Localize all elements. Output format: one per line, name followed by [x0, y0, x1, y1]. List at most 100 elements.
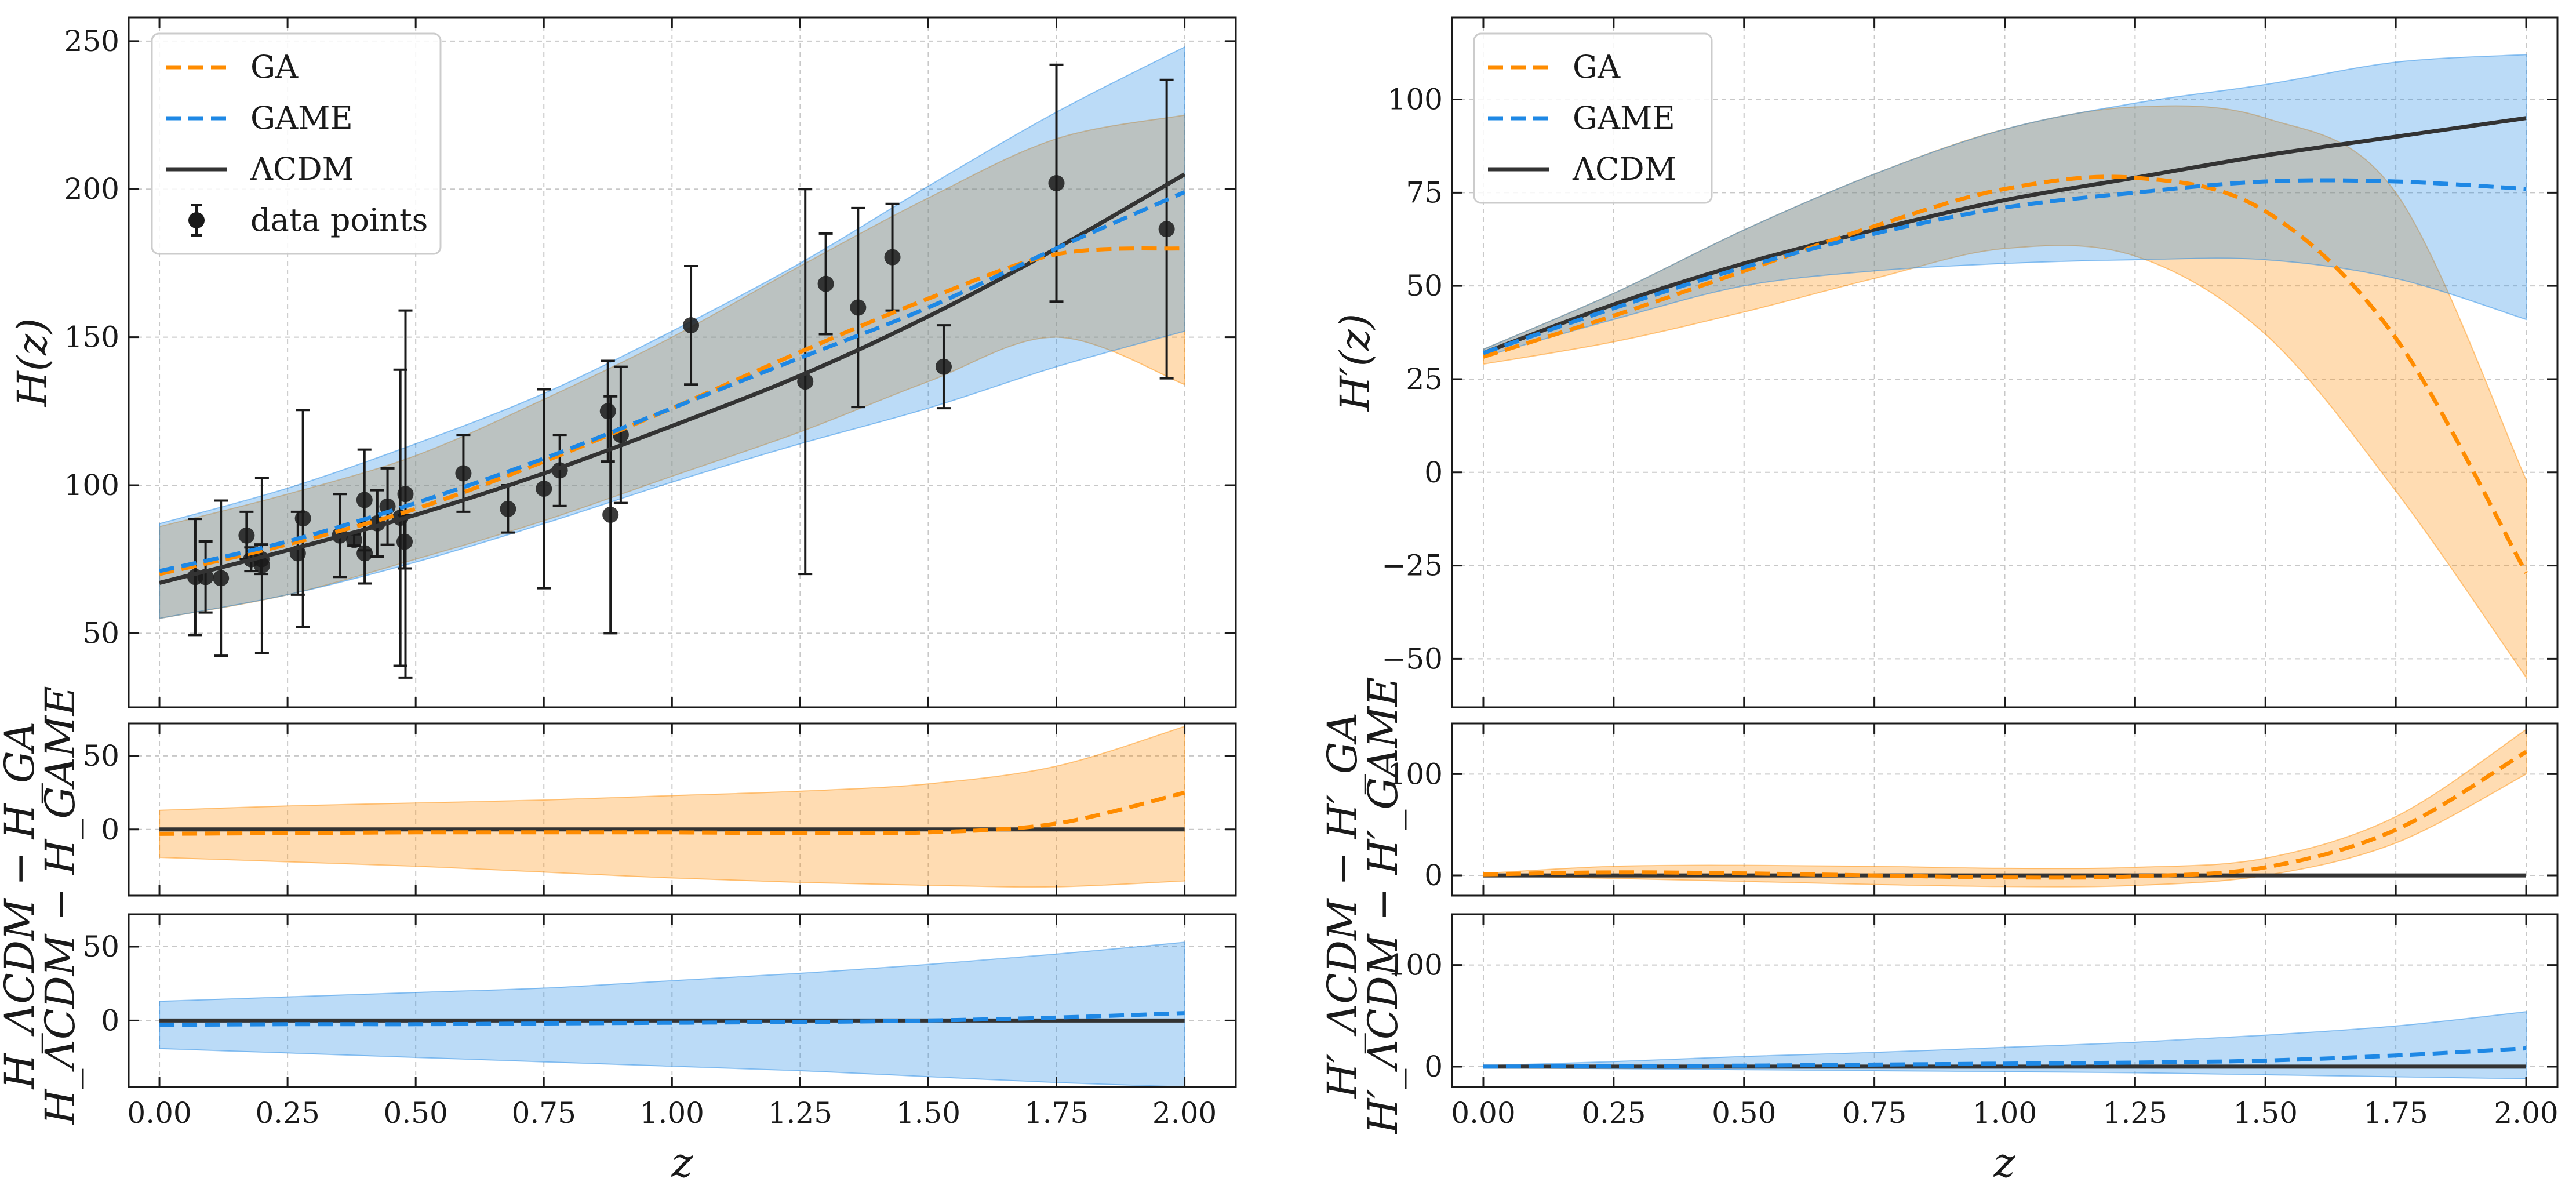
- line-ga: [159, 790, 1185, 836]
- y-tick-label: 50: [82, 616, 119, 650]
- legend-right: GA GAME ΛCDM: [1473, 32, 1713, 204]
- legend-label-data: data points: [250, 202, 428, 238]
- legend-box: [1473, 32, 1713, 204]
- y-tick-label: 25: [1406, 362, 1443, 396]
- legend-label-lcdm: ΛCDM: [250, 151, 354, 187]
- y-axis-label: H(z): [9, 318, 56, 408]
- y-tick-label: 100: [1388, 948, 1443, 982]
- data-point: [1048, 175, 1065, 192]
- data-point: [884, 249, 901, 266]
- data-point: [346, 532, 363, 548]
- legend-box: [151, 32, 442, 255]
- y-tick-label: 0: [1424, 859, 1443, 892]
- plot-area: [159, 46, 1186, 679]
- data-point: [455, 465, 472, 482]
- y-tick-label: 100: [1388, 757, 1443, 791]
- x-tick-label: 0.75: [1842, 1096, 1906, 1130]
- legend-label-ga: GA: [250, 49, 299, 85]
- legend-label-game: GAME: [250, 100, 353, 136]
- ticks: 50 100 150 200 250: [64, 17, 1236, 707]
- data-point: [253, 557, 270, 574]
- data-point: [935, 358, 952, 375]
- x-tick-label: 1.75: [2363, 1096, 2428, 1130]
- data-point: [683, 317, 700, 334]
- y-tick-label: 50: [1406, 269, 1443, 303]
- band-ga: [159, 725, 1185, 888]
- line-ga: [1483, 750, 2527, 880]
- legend-label-game: GAME: [1573, 100, 1675, 136]
- data-point: [797, 373, 814, 390]
- y-tick-label: 200: [64, 172, 119, 206]
- y-tick-label: 75: [1406, 176, 1443, 209]
- line-lcdm: [1482, 116, 2527, 355]
- data-point: [500, 500, 516, 517]
- legend-swatch-data: [188, 212, 205, 228]
- plot-area: [159, 725, 1185, 888]
- legend-left: GA GAME ΛCDM data points: [151, 32, 442, 255]
- data-point: [397, 486, 414, 503]
- y-tick-label: 0: [1424, 1050, 1443, 1083]
- line-ga: [159, 246, 1185, 576]
- data-point: [850, 299, 867, 316]
- panel-H-diff-game: 0.00 0.25 0.50 0.75 1.00 1.25 1.50 1.75 2.00 0 50H…: [37, 686, 1237, 1130]
- data-point: [1158, 221, 1175, 238]
- band-ga: [1483, 105, 2527, 679]
- x-tick-label: 1.00: [1973, 1096, 2037, 1130]
- x-tick-label: 1.00: [640, 1096, 704, 1130]
- data-point: [817, 275, 834, 292]
- panel-frame: [128, 722, 1237, 897]
- panel-Hp-diff-game: 0.00 0.25 0.50 0.75 1.00 1.25 1.50 1.75 2.00 0 100…: [1359, 677, 2559, 1134]
- x-tick-label: 0.00: [127, 1096, 191, 1130]
- data-point: [356, 545, 373, 562]
- x-tick-label: 0.25: [255, 1096, 319, 1130]
- x-tick-label: 1.50: [896, 1096, 960, 1130]
- y-tick-label: 0: [101, 1003, 119, 1037]
- line-lcdm: [159, 172, 1186, 585]
- ticks: 0.00 0.25 0.50 0.75 1.00 1.25 1.50 1.75 2.00 0 50: [82, 914, 1236, 1130]
- y-axis-label: H′_ΛCDM − H′_GAME: [1359, 677, 1407, 1134]
- line-game: [1482, 178, 2527, 355]
- ticks: 0.00 0.25 0.50 0.75 1.00 1.25 1.50 1.75 2.00 0 100: [1388, 914, 2559, 1130]
- panel-frame: [128, 16, 1237, 708]
- ticks: 0 50: [82, 723, 1236, 896]
- x-tick-label: 0.25: [1581, 1096, 1646, 1130]
- panel-Hp-diff-ga: 0 100 H′_ΛCDM − H′_GA: [1319, 712, 2559, 1099]
- panel-frame: [128, 913, 1237, 1088]
- data-point: [356, 492, 373, 508]
- y-tick-label: 150: [64, 321, 119, 354]
- y-tick-label: 50: [82, 739, 119, 773]
- data-point: [602, 507, 619, 523]
- ticks: −50 −25 0 25 50 75 100: [1381, 17, 2557, 707]
- plot-area: [159, 941, 1185, 1087]
- plot-area: [1483, 1011, 2527, 1080]
- y-axis-label: H_ΛCDM − H_GA: [0, 722, 43, 1090]
- band-game: [159, 46, 1185, 620]
- x-tick-label: 2.00: [2494, 1096, 2558, 1130]
- ticks: 0 100: [1388, 723, 2557, 896]
- panel-H-diff-ga: 0 50 H_ΛCDM − H_GA: [0, 722, 1237, 1090]
- x-axis-label: z: [671, 1139, 694, 1187]
- y-axis-label: H_ΛCDM − H_GAME: [37, 686, 84, 1125]
- x-tick-label: 0.50: [1712, 1096, 1776, 1130]
- legend-label-ga: GA: [1573, 49, 1621, 85]
- y-tick-label: −25: [1381, 549, 1443, 583]
- data-points: [187, 63, 1175, 679]
- x-tick-label: 1.25: [2103, 1096, 2167, 1130]
- y-axis-label: H′(z): [1331, 314, 1379, 412]
- data-point: [536, 481, 552, 497]
- y-axis-label: H′_ΛCDM − H′_GA: [1319, 712, 1366, 1099]
- legend-label-lcdm: ΛCDM: [1572, 151, 1676, 187]
- x-tick-label: 2.00: [1152, 1096, 1217, 1130]
- y-tick-label: 0: [101, 813, 119, 846]
- line-game: [159, 1011, 1185, 1027]
- band-game: [1483, 54, 2527, 358]
- y-tick-label: 100: [1388, 83, 1443, 117]
- plot-area: [1482, 54, 2528, 679]
- x-axis-label: z: [1993, 1139, 2016, 1187]
- line-ga: [1482, 174, 2528, 574]
- y-tick-label: −50: [1381, 642, 1443, 675]
- data-point: [238, 527, 255, 544]
- y-tick-label: 250: [64, 24, 119, 58]
- y-tick-label: 100: [64, 468, 119, 502]
